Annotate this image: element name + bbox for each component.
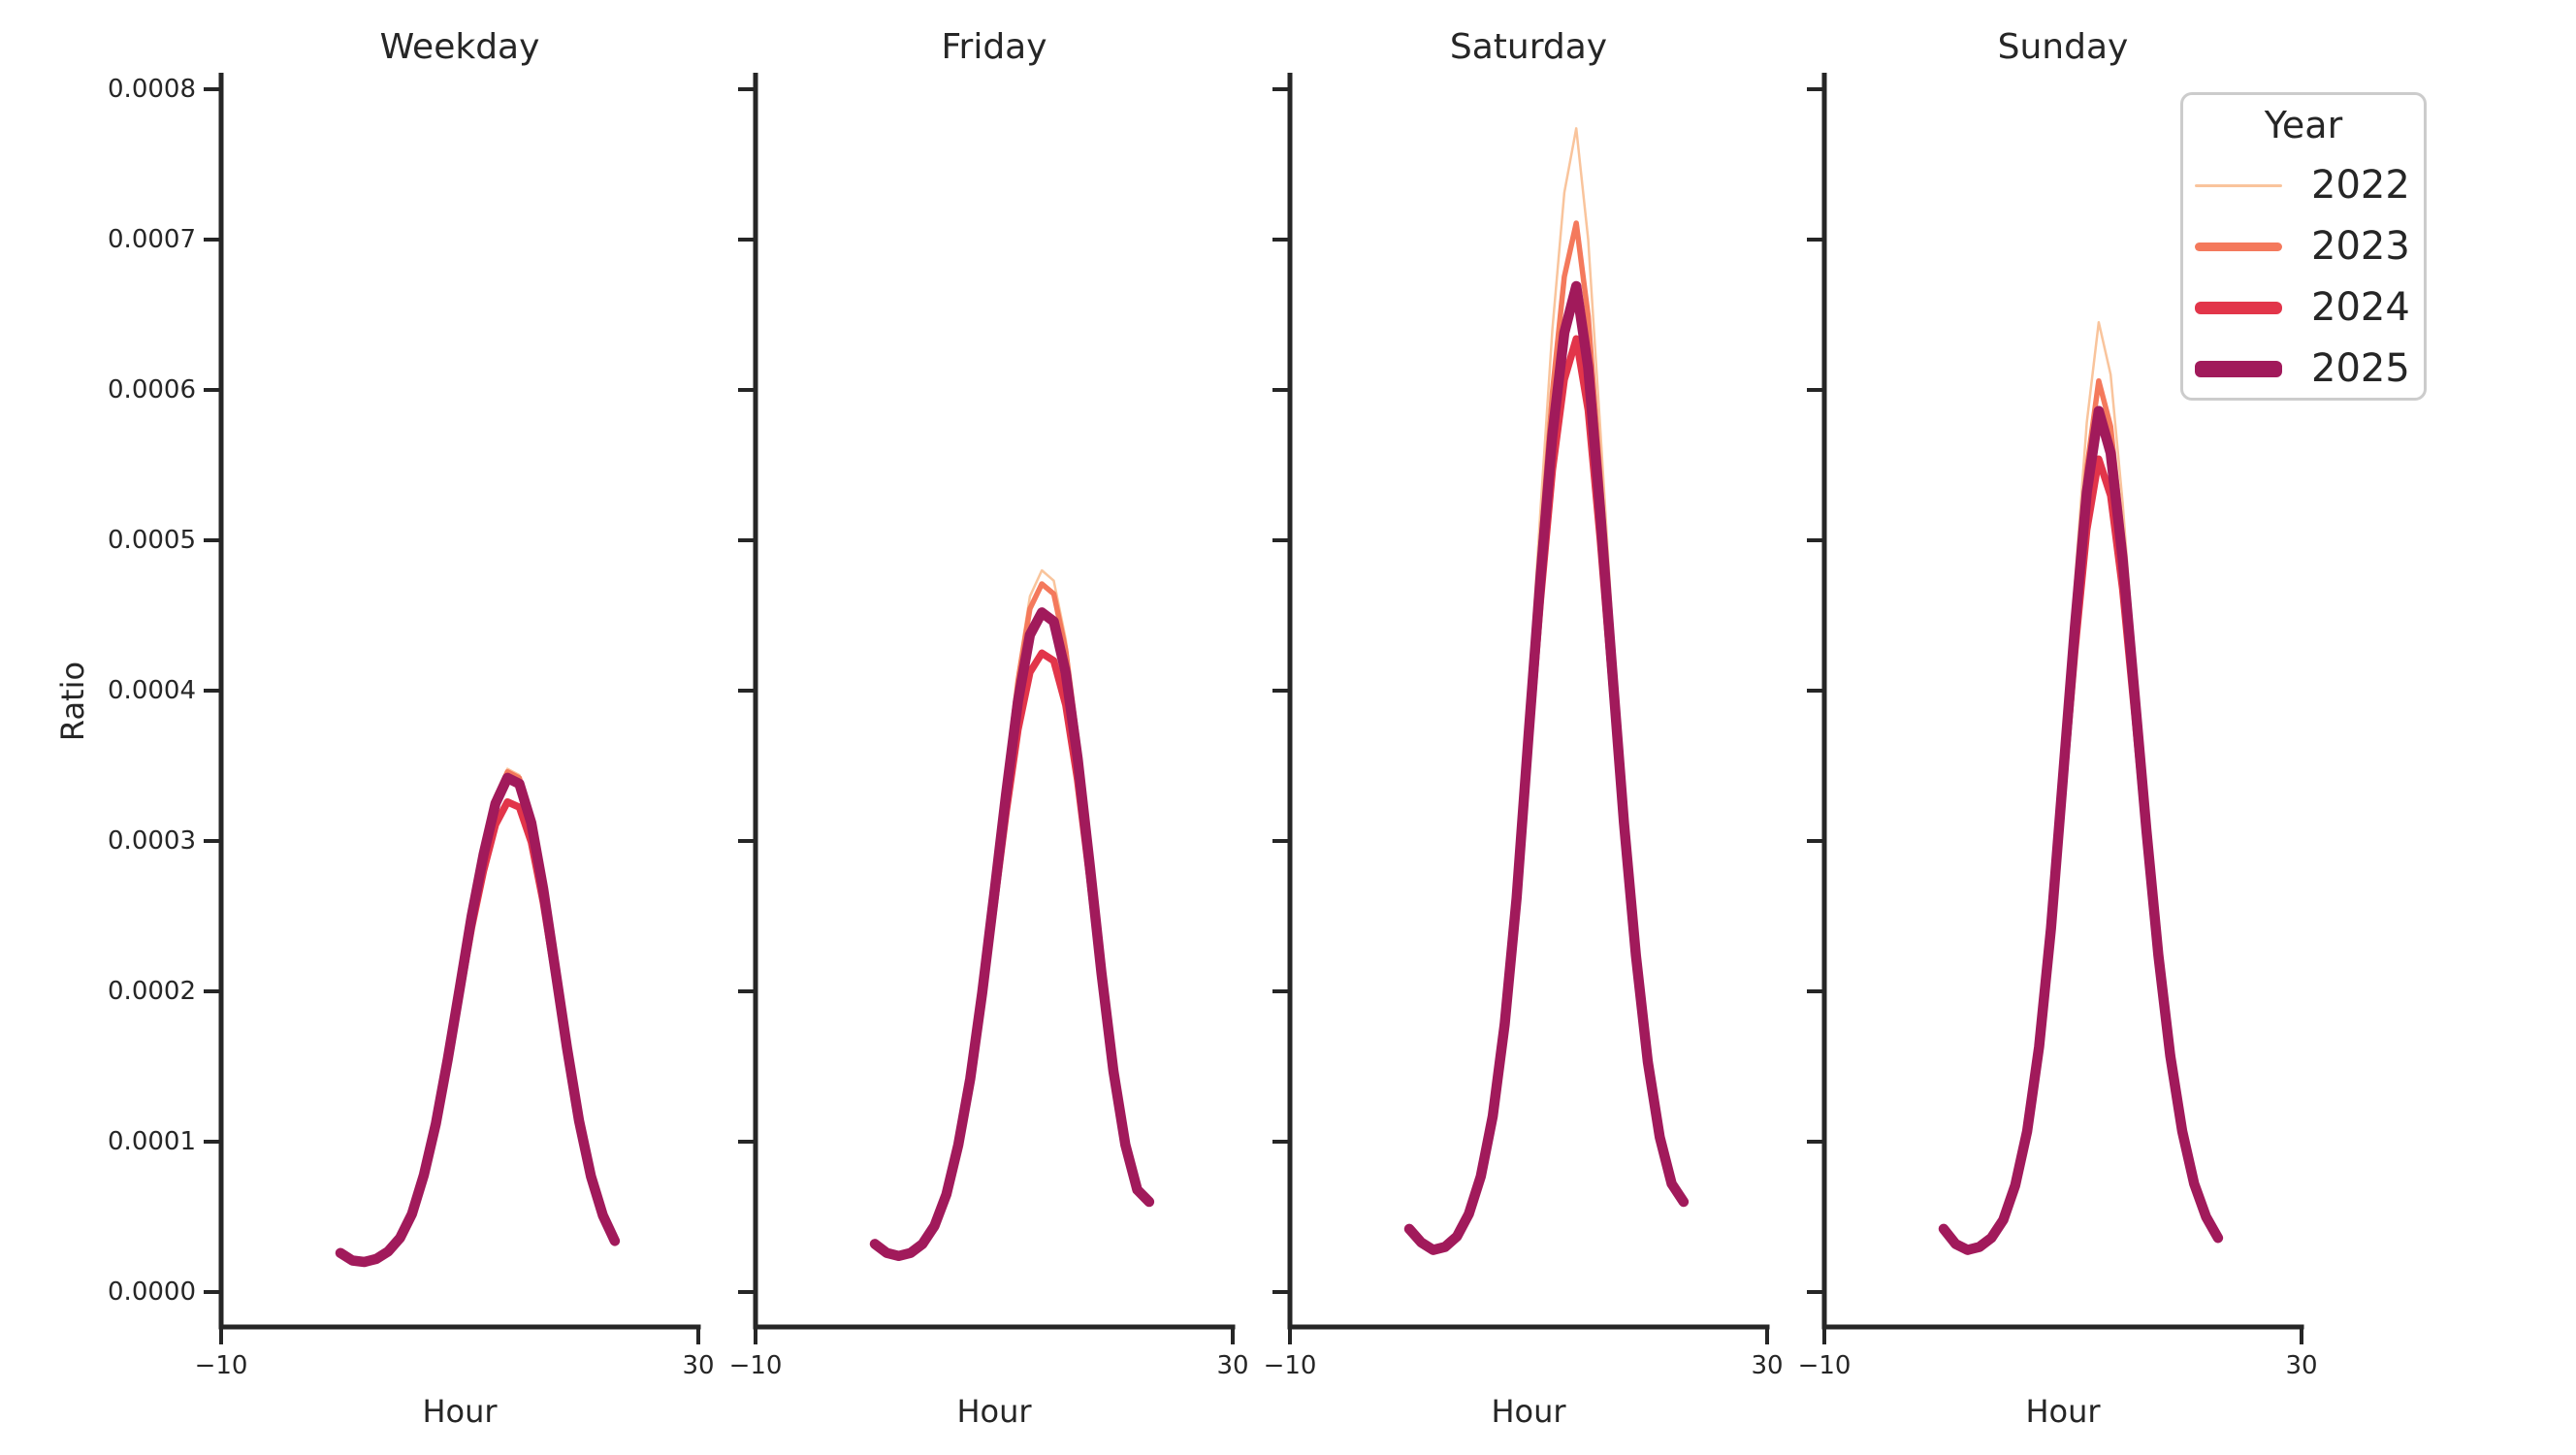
panel-3-x-axis-label: Hour [2025, 1393, 2101, 1430]
legend-line-2024-icon [2195, 302, 2282, 314]
curve-weekday-2022 [338, 767, 617, 1264]
panel-title-sunday: Sunday [1997, 27, 2129, 67]
curve-saturday-2023 [1406, 220, 1687, 1253]
y-tick-label-0.0002: 0.0002 [108, 977, 196, 1006]
legend-entry-2022: 2022 [2183, 155, 2424, 216]
legend-line-2022-icon [2195, 184, 2282, 187]
curve-friday-2022 [873, 568, 1151, 1258]
legend-label-2025: 2025 [2311, 345, 2410, 391]
legend-entry-2023: 2023 [2183, 216, 2424, 277]
y-tick-label-0.0001: 0.0001 [108, 1127, 196, 1156]
panel-title-friday: Friday [941, 27, 1047, 67]
y-tick-label-0.0005: 0.0005 [108, 526, 196, 555]
panel-title-saturday: Saturday [1449, 27, 1608, 67]
legend-entry-2024: 2024 [2183, 277, 2424, 339]
legend-label-2024: 2024 [2311, 284, 2410, 330]
y-tick-label-0.0008: 0.0008 [108, 75, 196, 104]
legend-entry-2025: 2025 [2183, 339, 2424, 400]
curve-sunday-2025 [1938, 405, 2224, 1255]
legend: Year 2022 2023 2024 2025 [2180, 92, 2427, 401]
curve-weekday-2023 [338, 768, 618, 1265]
panel-2-xtick-label-min: −10 [1263, 1351, 1317, 1380]
curve-saturday-2025 [1403, 280, 1690, 1255]
panel-3-xtick-label-min: −10 [1797, 1351, 1852, 1380]
panel-2-x-axis-label: Hour [1491, 1393, 1566, 1430]
panel-0-x-axis-label: Hour [422, 1393, 498, 1430]
panel-3-xtick-label-max: 30 [2285, 1351, 2318, 1380]
legend-label-2022: 2022 [2311, 162, 2410, 208]
curve-weekday-2025 [335, 772, 621, 1268]
legend-line-2023-icon [2195, 242, 2282, 251]
y-tick-label-0.0003: 0.0003 [108, 826, 196, 856]
y-tick-label-0.0007: 0.0007 [108, 225, 196, 254]
y-tick-label-0.0000: 0.0000 [108, 1277, 196, 1307]
panel-1-x-axis-label: Hour [956, 1393, 1032, 1430]
curve-friday-2023 [872, 581, 1152, 1259]
panel-1-xtick-label-max: 30 [1216, 1351, 1249, 1380]
panel-0-xtick-label-min: −10 [194, 1351, 248, 1380]
panel-2-xtick-label-max: 30 [1751, 1351, 1784, 1380]
legend-line-2025-icon [2195, 361, 2282, 377]
curve-friday-2025 [869, 607, 1155, 1262]
y-tick-label-0.0006: 0.0006 [108, 375, 196, 404]
legend-title: Year [2264, 104, 2343, 146]
panel-0-xtick-label-max: 30 [682, 1351, 715, 1380]
y-tick-label-0.0004: 0.0004 [108, 676, 196, 705]
panel-1-xtick-label-min: −10 [728, 1351, 783, 1380]
curve-saturday-2022 [1407, 127, 1686, 1251]
panel-title-weekday: Weekday [379, 27, 540, 67]
legend-label-2023: 2023 [2311, 223, 2410, 269]
